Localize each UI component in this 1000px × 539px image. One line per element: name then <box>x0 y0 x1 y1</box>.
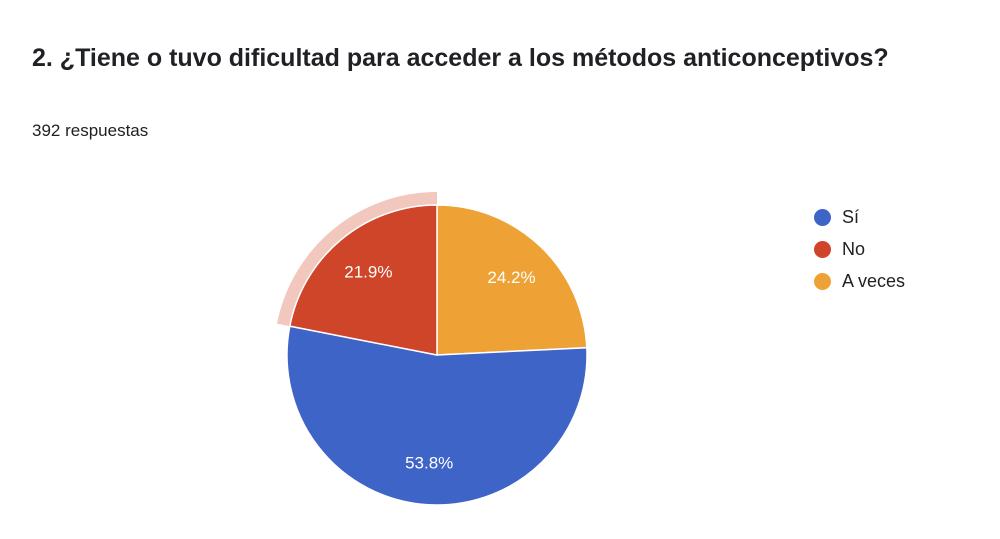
slice-label-a-veces: 24.2% <box>487 268 535 287</box>
question-title: 2. ¿Tiene o tuvo dificultad para acceder… <box>32 44 889 72</box>
legend-item-no[interactable]: No <box>814 233 905 265</box>
pie-slice-no[interactable] <box>288 204 438 356</box>
pie-slice-si[interactable] <box>286 325 588 506</box>
legend-label: Sí <box>842 206 860 227</box>
legend-label: No <box>842 238 866 259</box>
legend-swatch-icon <box>814 240 831 258</box>
slice-label-no: 21.9% <box>344 263 392 282</box>
legend-label: A veces <box>842 270 906 291</box>
legend-item-si[interactable]: Sí <box>814 201 905 233</box>
chart-legend: Sí No A veces <box>814 201 905 297</box>
legend-item-a-veces[interactable]: A veces <box>814 265 905 297</box>
legend-swatch-icon <box>814 208 831 226</box>
legend-swatch-icon <box>814 272 831 290</box>
pie-slice-a-veces[interactable] <box>436 204 588 356</box>
response-count: 392 respuestas <box>32 121 149 140</box>
slice-label-si: 53.8% <box>405 454 453 473</box>
